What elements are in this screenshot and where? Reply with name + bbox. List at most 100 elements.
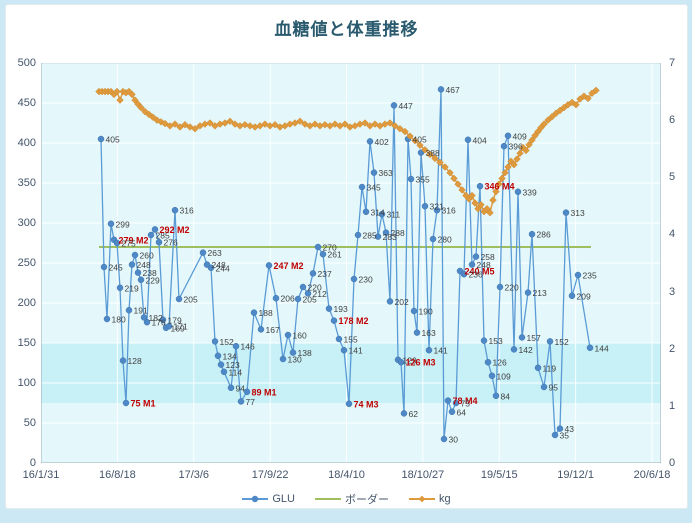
glu-point [510,346,518,353]
glu-point-label: 209 [577,291,591,301]
kg-point [246,122,254,130]
glu-point [207,264,215,272]
kg-point [301,120,309,128]
legend-item-kg[interactable]: kg [409,493,451,505]
glu-point-label: 261 [328,250,342,260]
y-left-tick-label: 450 [17,97,36,109]
x-tick-label: 19/5/15 [480,469,518,481]
glu-point [243,388,251,396]
glu-point-label: 152 [555,337,569,347]
glu-point [480,337,488,344]
glu-point [284,331,292,339]
glu-point [265,262,273,269]
kg-point [522,146,530,155]
glu-point [556,425,564,432]
glu-point-label: 280 [438,235,452,245]
glu-point [440,435,448,443]
glu-point-label: 388 [426,148,440,158]
legend-label-glu: GLU [272,493,295,505]
kg-point [516,149,524,158]
glu-point-label: 288 [391,228,405,238]
glu-point [294,295,302,303]
glu-point-label: 141 [349,346,363,356]
glu-point-label: 285 [363,231,377,241]
glu-point-label: 220 [308,283,322,293]
glu-point-label: 363 [379,168,393,178]
glu-point [147,231,155,239]
glu-point [340,346,348,354]
glu-point [514,188,522,196]
glu-point [113,239,121,247]
glu-point [299,283,307,291]
kg-point [116,96,124,104]
glu-point [378,210,386,218]
glu-point [452,399,460,407]
glu-point-label: 260 [140,251,154,261]
y-right-tick-label: 6 [669,114,676,127]
kg-point [145,110,153,119]
kg-point [498,174,506,183]
glu-point-label: 167 [266,325,280,335]
glu-point-label: 286 [537,230,551,240]
glu-point-label: 205 [303,295,317,305]
kg-point [513,155,521,163]
y-right-tick-label: 3 [669,285,676,298]
glu-point [366,138,374,145]
glu-point-label: 237 [318,269,332,279]
legend-item-glu[interactable]: GLU [242,493,295,505]
glu-point [433,206,441,214]
glu-point-label: 191 [134,306,148,316]
glu-point [107,220,115,228]
glu-point-label: 193 [334,304,348,314]
glu-point-label: 129 [403,355,417,365]
kg-point [544,116,552,124]
kg-point [572,100,580,109]
glu-point [175,295,183,303]
glu-point-label: 62 [409,409,419,419]
kg-point [489,196,497,204]
glu-point-label: 153 [489,336,503,346]
glu-point [484,358,492,366]
glu-point [413,329,421,336]
glu-point [97,135,105,143]
glu-point [103,315,111,323]
glu-point [382,229,390,236]
x-tick-label: 16/1/31 [22,469,60,481]
glu-point [354,231,362,239]
glu-point-label: 313 [571,208,585,218]
glu-point [119,357,127,364]
kg-point [431,154,439,163]
glu-point-label: 152 [220,337,234,347]
glu-point-label: 248 [212,260,226,270]
glu-point-label: 126 [493,358,507,368]
glu-point-label: 138 [298,348,312,358]
glu-point-label: 141 [434,346,448,356]
glu-point [100,263,108,271]
legend-item-border[interactable]: ボーダー [315,491,389,507]
kg-point [471,199,479,207]
glu-point [125,306,133,314]
glu-point [211,338,219,345]
x-tick-label: 20/6/18 [633,469,671,481]
glu-point [586,344,594,352]
glu-point [476,182,484,190]
glu-point-label: 447 [399,101,413,111]
glu-point [237,398,245,405]
kg-point [296,117,304,126]
glu-point [472,253,480,260]
y-left-tick-label: 0 [29,457,36,469]
kg-point [580,92,588,100]
glu-point [568,292,576,300]
glu-point [257,326,265,333]
kg-point [391,122,399,130]
glu-point [500,142,508,150]
glu-point-label: 316 [442,206,456,216]
glu-point-label: 142 [519,345,533,355]
glu-point [546,338,554,345]
glu-point [421,202,429,210]
glu-point-label-flagged: 126 M3 [406,358,436,368]
kg-point [411,136,419,145]
glu-point [350,275,358,283]
kg-point [321,120,329,129]
